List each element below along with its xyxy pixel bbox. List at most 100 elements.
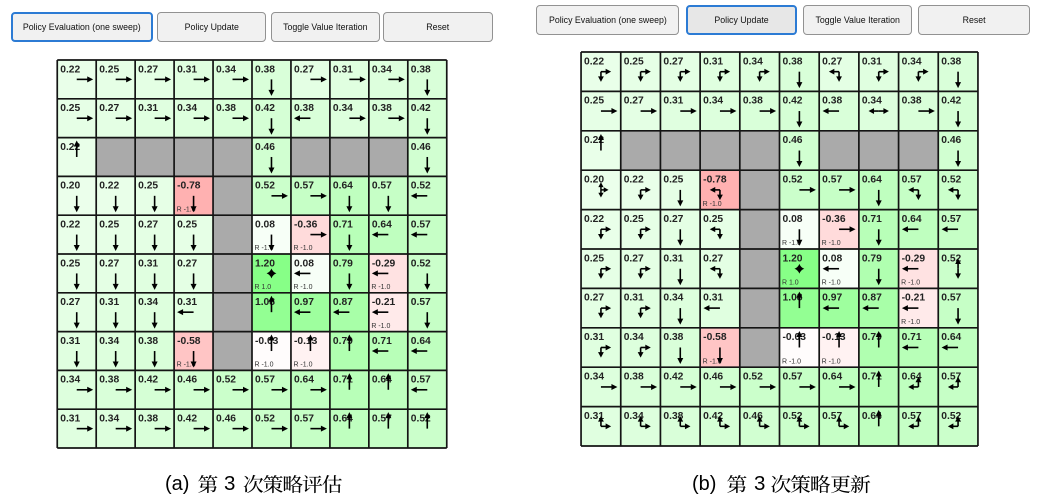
svg-text:0.64: 0.64 [372,374,392,385]
svg-text:0.34: 0.34 [177,103,197,114]
svg-text:0.79: 0.79 [333,336,353,347]
svg-text:0.25: 0.25 [177,219,197,230]
svg-text:R 1.0: R 1.0 [255,284,272,291]
svg-text:0.31: 0.31 [177,297,197,308]
svg-text:1.08: 1.08 [255,297,275,308]
svg-text:0.57: 0.57 [942,371,962,382]
svg-text:0.52: 0.52 [942,253,962,264]
svg-text:0.46: 0.46 [411,142,431,153]
svg-text:R -1.0: R -1.0 [294,245,313,252]
svg-text:0.31: 0.31 [664,253,684,264]
svg-text:0.31: 0.31 [862,56,882,67]
svg-text:R -1.0: R -1.0 [782,358,801,365]
svg-text:0.57: 0.57 [372,413,392,424]
svg-text:0.64: 0.64 [902,371,922,382]
svg-text:0.31: 0.31 [60,336,80,347]
svg-text:0.52: 0.52 [255,413,275,424]
svg-text:0.64: 0.64 [862,174,882,185]
svg-text:0.38: 0.38 [664,411,684,422]
svg-text:0.22: 0.22 [60,64,80,75]
svg-text:0.46: 0.46 [703,371,723,382]
svg-text:0.57: 0.57 [942,293,962,304]
svg-text:0.31: 0.31 [138,258,158,269]
svg-text:0.08: 0.08 [783,214,803,225]
svg-text:0.38: 0.38 [255,64,275,75]
svg-text:0.57: 0.57 [942,214,962,225]
svg-text:0.42: 0.42 [942,95,962,106]
svg-text:0.64: 0.64 [902,214,922,225]
svg-text:-0.03: -0.03 [255,336,279,347]
svg-text:0.34: 0.34 [99,336,119,347]
svg-text:0.27: 0.27 [99,258,119,269]
svg-text:0.31: 0.31 [703,293,723,304]
svg-text:0.31: 0.31 [703,56,723,67]
svg-text:0.25: 0.25 [99,64,119,75]
svg-text:0.34: 0.34 [99,413,119,424]
svg-text:0.31: 0.31 [177,64,197,75]
svg-text:-0.29: -0.29 [902,253,926,264]
svg-text:-0.03: -0.03 [783,332,807,343]
svg-text:0.38: 0.38 [783,56,803,67]
svg-text:0.38: 0.38 [372,103,392,114]
svg-text:0.38: 0.38 [138,336,158,347]
svg-text:0.20: 0.20 [60,181,80,192]
svg-text:R -1.0: R -1.0 [372,284,391,291]
svg-text:0.64: 0.64 [862,411,882,422]
svg-text:0.22: 0.22 [584,135,604,146]
svg-text:0.27: 0.27 [177,258,197,269]
svg-text:0.31: 0.31 [138,103,158,114]
svg-text:R -1.0: R -1.0 [177,206,196,213]
svg-text:0.57: 0.57 [294,413,314,424]
svg-text:0.31: 0.31 [333,64,353,75]
svg-text:R -1.0: R -1.0 [294,361,313,368]
svg-text:R -1.0: R -1.0 [294,284,313,291]
svg-text:0.31: 0.31 [584,332,604,343]
svg-text:0.38: 0.38 [822,95,842,106]
svg-text:0.46: 0.46 [783,135,803,146]
svg-text:0.31: 0.31 [60,413,80,424]
svg-text:0.42: 0.42 [177,413,197,424]
svg-text:0.52: 0.52 [942,411,962,422]
svg-text:3: 3 [754,472,765,495]
svg-text:0.71: 0.71 [333,374,353,385]
svg-text:0.08: 0.08 [294,258,314,269]
svg-text:0.79: 0.79 [862,332,882,343]
svg-text:(b): (b) [692,473,716,495]
svg-text:0.31: 0.31 [664,95,684,106]
svg-text:0.64: 0.64 [333,181,353,192]
svg-text:-0.36: -0.36 [294,219,318,230]
svg-text:0.22: 0.22 [60,142,80,153]
svg-text:R -1.0: R -1.0 [822,240,841,247]
svg-text:0.22: 0.22 [624,174,644,185]
svg-text:-0.58: -0.58 [703,332,727,343]
svg-text:0.79: 0.79 [333,258,353,269]
svg-text:0.57: 0.57 [372,181,392,192]
svg-text:-0.21: -0.21 [902,293,926,304]
svg-text:0.42: 0.42 [138,374,158,385]
svg-text:-0.58: -0.58 [177,336,201,347]
svg-text:R -1.0: R -1.0 [901,279,920,286]
svg-text:0.64: 0.64 [333,413,353,424]
svg-text:R 1.0: R 1.0 [782,279,799,286]
svg-text:0.22: 0.22 [584,214,604,225]
svg-text:0.38: 0.38 [216,103,236,114]
svg-text:0.27: 0.27 [584,293,604,304]
svg-text:0.57: 0.57 [902,411,922,422]
svg-text:0.27: 0.27 [138,64,158,75]
svg-text:0.38: 0.38 [411,64,431,75]
svg-text:-0.36: -0.36 [822,214,846,225]
svg-text:0.52: 0.52 [411,413,431,424]
svg-text:0.25: 0.25 [584,95,604,106]
svg-text:0.25: 0.25 [138,181,158,192]
svg-text:0.34: 0.34 [664,293,684,304]
svg-text:0.27: 0.27 [138,219,158,230]
svg-text:0.64: 0.64 [822,371,842,382]
svg-text:0.57: 0.57 [294,181,314,192]
svg-text:0.27: 0.27 [624,253,644,264]
svg-text:0.57: 0.57 [411,374,431,385]
svg-text:0.57: 0.57 [255,374,275,385]
svg-text:0.34: 0.34 [216,64,236,75]
svg-text:0.38: 0.38 [743,95,763,106]
svg-text:0.42: 0.42 [664,371,684,382]
svg-text:0.25: 0.25 [99,219,119,230]
